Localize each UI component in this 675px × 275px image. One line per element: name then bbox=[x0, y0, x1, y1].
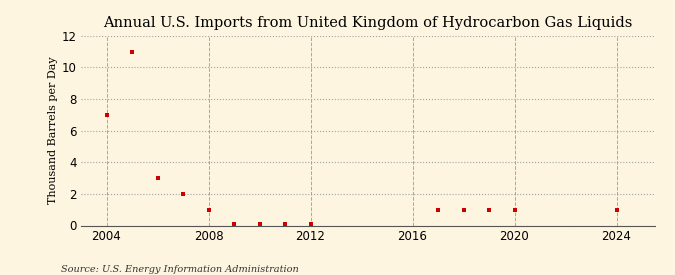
Y-axis label: Thousand Barrels per Day: Thousand Barrels per Day bbox=[48, 57, 57, 204]
Text: Source: U.S. Energy Information Administration: Source: U.S. Energy Information Administ… bbox=[61, 265, 298, 274]
Title: Annual U.S. Imports from United Kingdom of Hydrocarbon Gas Liquids: Annual U.S. Imports from United Kingdom … bbox=[103, 16, 632, 31]
